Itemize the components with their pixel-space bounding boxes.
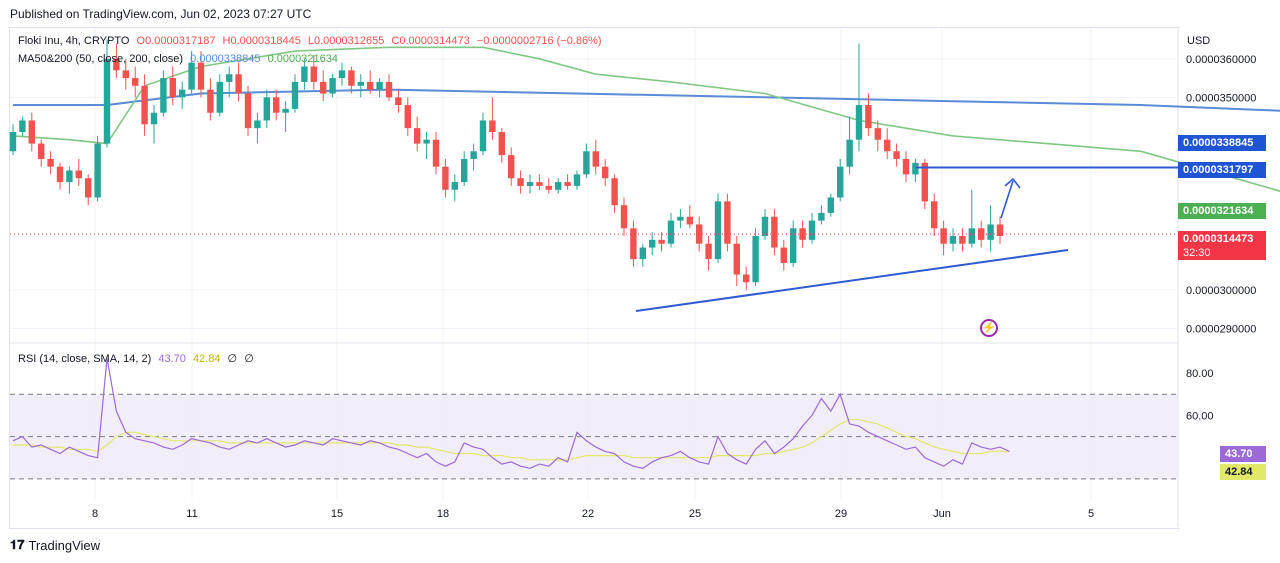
- footer-brand: TradingView: [28, 537, 101, 553]
- last-price-value: 0.0000314473: [1183, 233, 1254, 245]
- bar-countdown: 32:30: [1183, 247, 1211, 259]
- chart-frame: [9, 27, 1180, 529]
- footer-logo[interactable]: 𝟏𝟕 TradingView: [10, 537, 100, 553]
- legend-open: O0.0000317187: [136, 35, 216, 47]
- rsi-sma-price-tag: 42.84: [1220, 464, 1266, 480]
- rsi-sma-value: 42.84: [192, 353, 221, 365]
- resistance-price-tag: 0.0000331797: [1178, 162, 1266, 178]
- main-legend: Floki Inu, 4h, CRYPTO O0.0000317187 H0.0…: [18, 35, 606, 47]
- legend-high: H0.0000318445: [222, 35, 301, 47]
- currency-label: USD: [1187, 35, 1211, 47]
- rsi-extra-2: ∅: [244, 353, 254, 365]
- y-tick-label: 0.0000300000: [1186, 285, 1256, 297]
- published-line: Published on TradingView.com, Jun 02, 20…: [10, 7, 312, 21]
- tradingview-logo-icon: 𝟏𝟕: [10, 537, 25, 552]
- ma200-value: 0.0000338845: [190, 53, 261, 65]
- rsi-legend: RSI (14, close, SMA, 14, 2) 43.70 42.84 …: [18, 352, 258, 365]
- y-tick-label: 0.0000350000: [1186, 92, 1256, 104]
- rsi-legend-label[interactable]: RSI (14, close, SMA, 14, 2): [18, 353, 152, 365]
- ma50-value: 0.0000321634: [267, 53, 338, 65]
- ma50-price-tag: 0.0000321634: [1178, 203, 1266, 219]
- legend-close: C0.0000314473: [391, 35, 470, 47]
- rsi-y-tick-label: 60.00: [1186, 410, 1214, 422]
- legend-low: L0.0000312655: [307, 35, 385, 47]
- y-tick-label: 0.0000360000: [1186, 54, 1256, 66]
- ma200-price-tag: 0.0000338845: [1178, 135, 1266, 151]
- ma-legend: MA50&200 (50, close, 200, close) 0.00003…: [18, 53, 342, 65]
- last-price-tag: 0.0000314473 32:30: [1178, 231, 1266, 260]
- rsi-extra-1: ∅: [227, 353, 238, 365]
- rsi-price-tag: 43.70: [1220, 446, 1266, 462]
- rsi-y-tick-label: 80.00: [1186, 368, 1214, 380]
- rsi-value: 43.70: [158, 353, 186, 365]
- ma-legend-label[interactable]: MA50&200 (50, close, 200, close): [18, 53, 184, 65]
- y-tick-label: 0.0000290000: [1186, 323, 1256, 335]
- legend-change: −0.0000002716 (−0.86%): [476, 35, 602, 47]
- lightning-icon[interactable]: ⚡: [980, 319, 998, 337]
- legend-symbol[interactable]: Floki Inu, 4h, CRYPTO: [18, 35, 130, 47]
